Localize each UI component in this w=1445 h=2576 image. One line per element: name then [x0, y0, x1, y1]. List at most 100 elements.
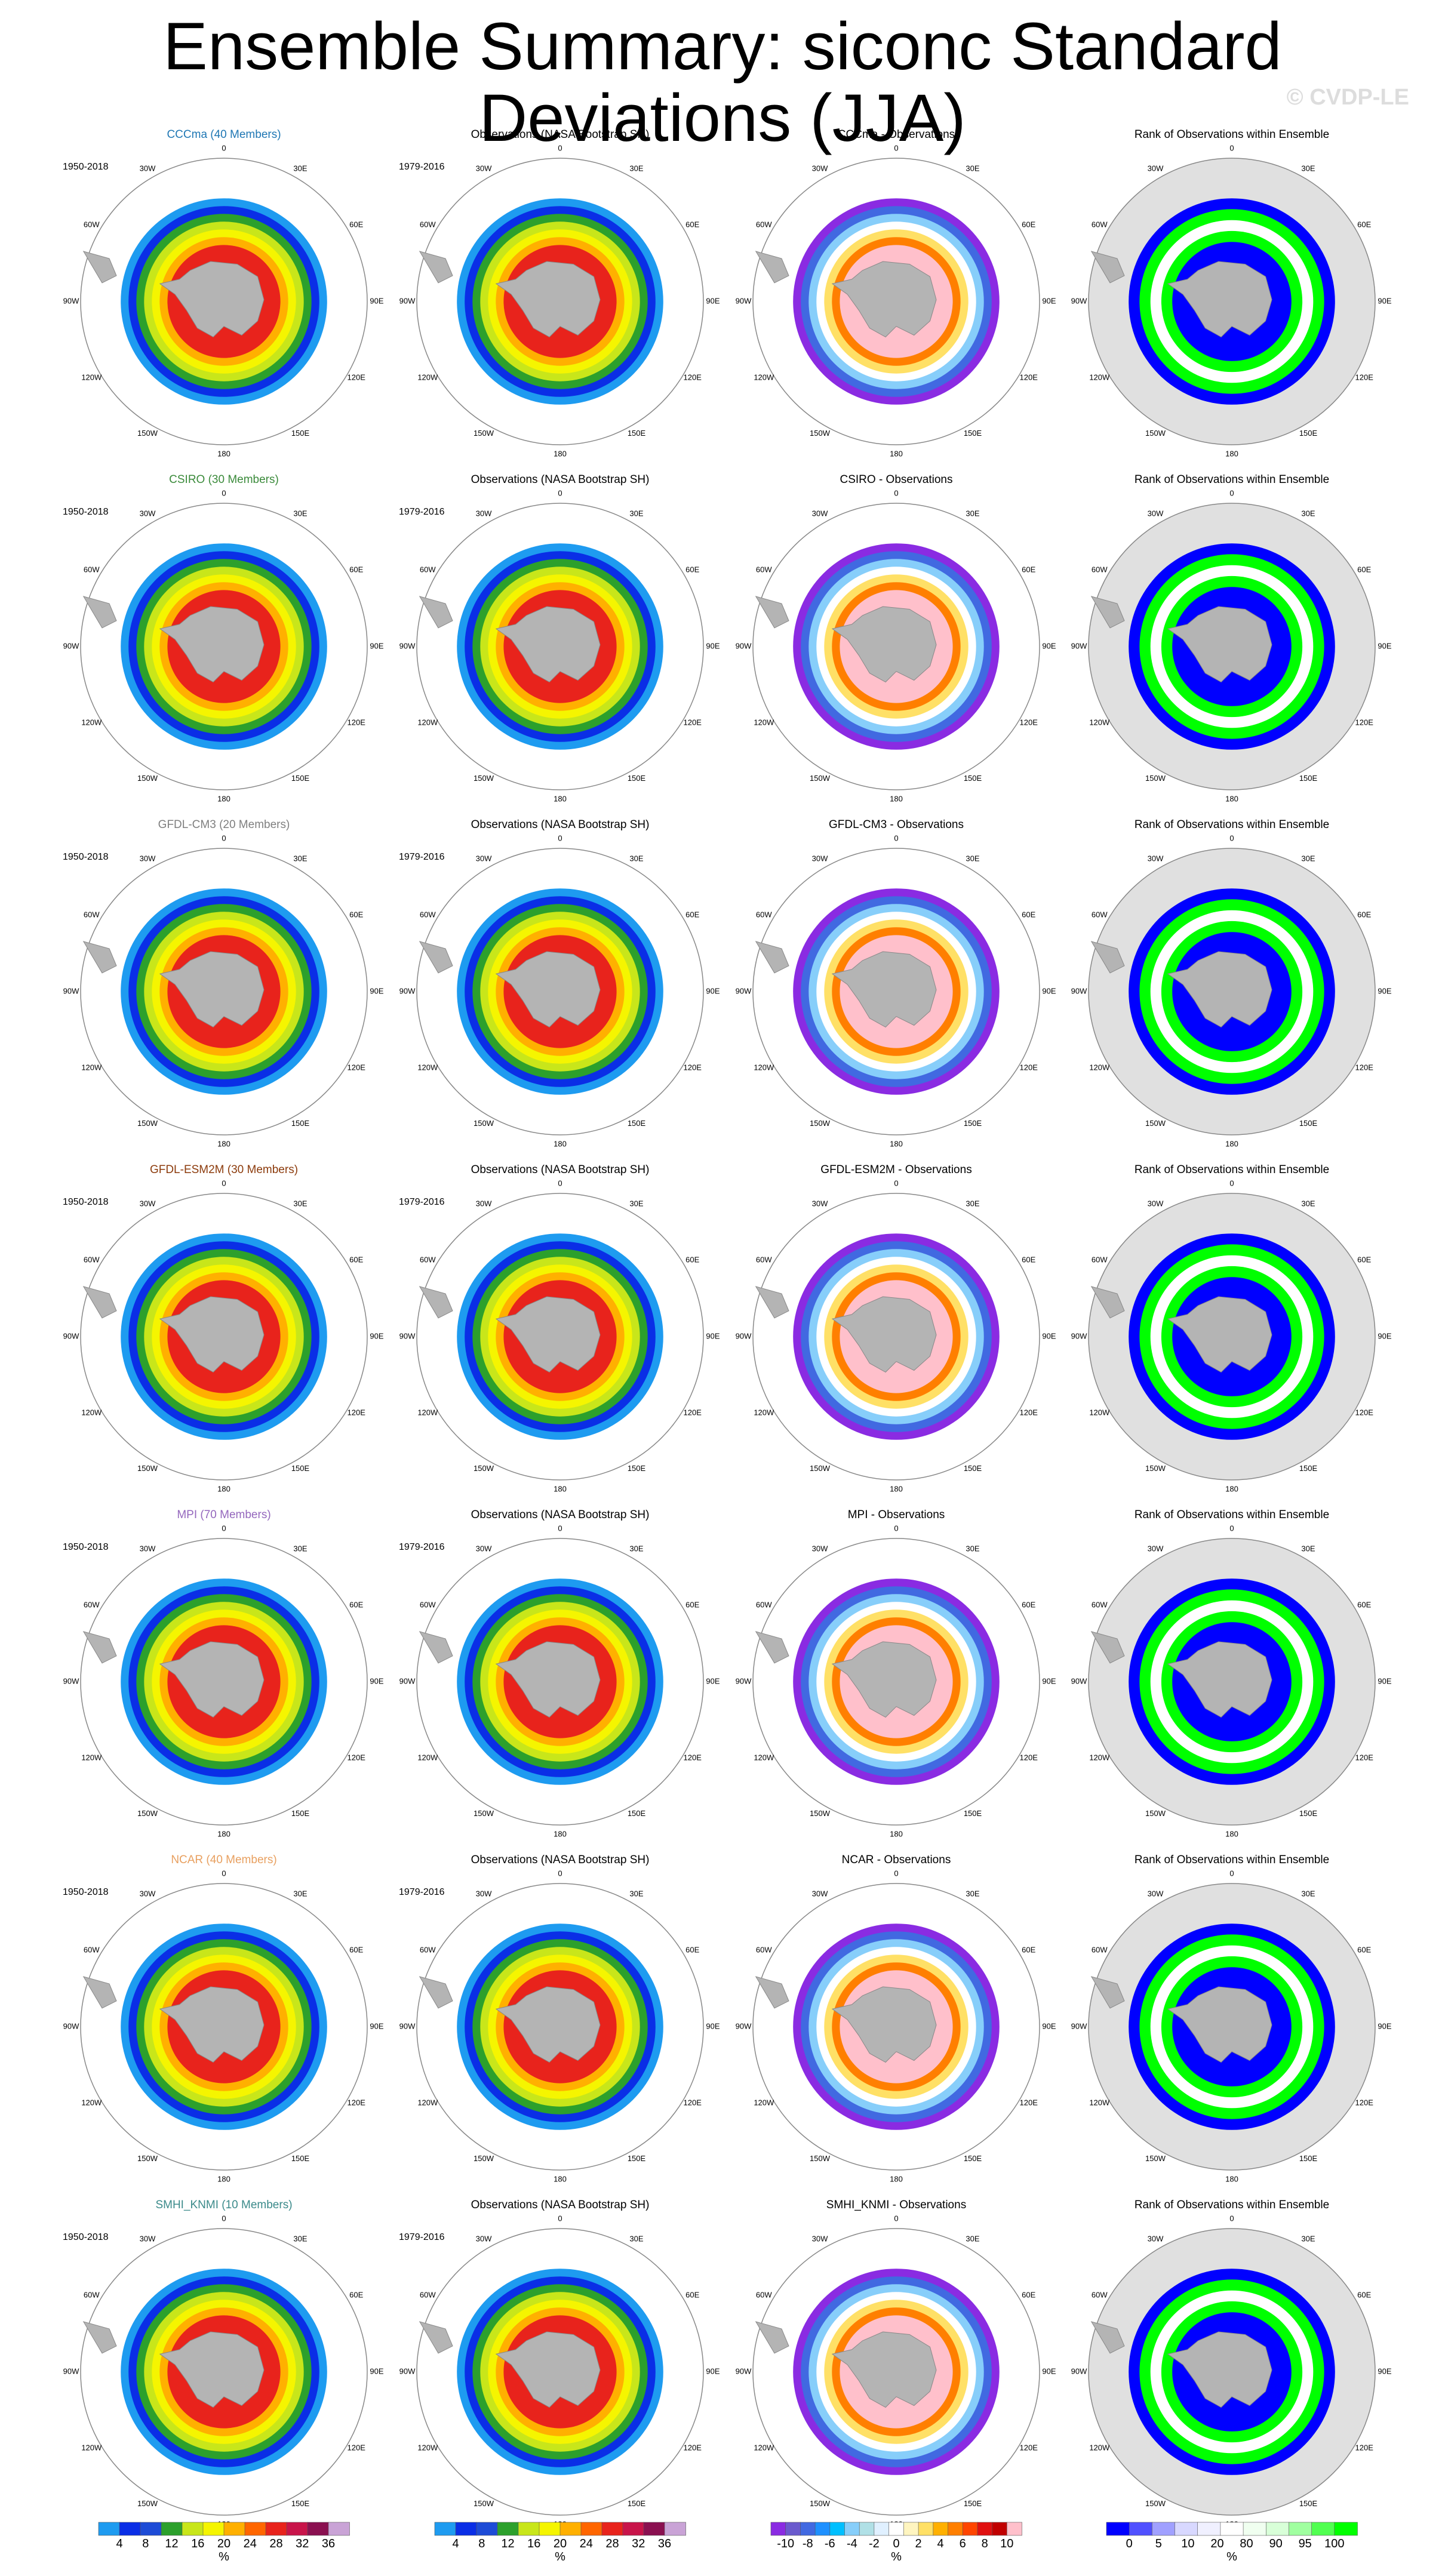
period-label: 1950-2018 — [63, 1197, 109, 1207]
colorbar-swatch — [539, 2522, 561, 2536]
longitude-label: 180 — [890, 449, 903, 458]
antarctica-landmass — [495, 261, 601, 338]
longitude-label: 150W — [810, 2499, 831, 2508]
longitude-label: 90E — [1378, 2366, 1391, 2375]
longitude-label: 60W — [420, 1945, 436, 1954]
colorbar-swatch — [455, 2522, 477, 2536]
longitude-label: 180 — [890, 794, 903, 803]
longitude-label: 120E — [1020, 2443, 1038, 2452]
colorbar-tick-label: 4 — [937, 2537, 944, 2550]
longitude-label: 120E — [684, 2098, 702, 2107]
longitude-label: 30E — [966, 1544, 979, 1553]
longitude-label: 150E — [291, 429, 310, 438]
longitude-label: 180 — [890, 2174, 903, 2183]
longitude-label: 60E — [1357, 565, 1371, 574]
antarctica-landmass — [159, 606, 265, 683]
colorbar-swatch — [497, 2522, 519, 2536]
polar-map-model: 0 30E 60E 90E 120E 150E 180 150W 120W 90W 60W 30W — [63, 833, 384, 1148]
colorbar-swatch — [182, 2522, 204, 2536]
longitude-label: 150W — [474, 429, 494, 438]
longitude-label: 30E — [293, 164, 307, 173]
longitude-label: 150E — [628, 2154, 646, 2163]
longitude-label: 30W — [812, 1544, 828, 1553]
longitude-label: 30E — [629, 509, 643, 518]
longitude-label: 90E — [1378, 296, 1391, 305]
longitude-label: 120W — [1089, 1408, 1110, 1417]
longitude-label: 60W — [420, 1600, 436, 1609]
longitude-label: 0 — [1229, 1178, 1234, 1187]
longitude-label: 150W — [137, 1464, 158, 1473]
colorbar-tick-label: -6 — [825, 2537, 835, 2550]
longitude-label: 150W — [810, 774, 831, 783]
longitude-label: 90W — [1071, 641, 1087, 650]
longitude-label: 30W — [476, 164, 492, 173]
south-america-landmass — [1090, 251, 1125, 284]
polar-map-rank: 0 30E 60E 90E 120E 150E 180 150W 120W 90W 60W 30W — [1071, 143, 1392, 458]
colorbar-swatch — [244, 2522, 266, 2536]
longitude-label: 30E — [1301, 2235, 1315, 2243]
colorbar-tick-label: 12 — [165, 2537, 178, 2550]
longitude-label: 90W — [399, 2021, 416, 2030]
longitude-label: 60E — [685, 2290, 699, 2299]
longitude-label: 150W — [1145, 1809, 1166, 1818]
colorbar-tick-label: 16 — [191, 2537, 204, 2550]
longitude-label: 0 — [1229, 833, 1234, 842]
colorbar: 4 8 12 16 20 24 28 32 36% — [98, 2522, 350, 2563]
longitude-label: 180 — [554, 2174, 567, 2183]
longitude-label: 90W — [399, 986, 416, 995]
south-america-landmass — [419, 1286, 453, 1319]
longitude-label: 30E — [629, 1199, 643, 1208]
longitude-label: 30E — [966, 509, 979, 518]
longitude-label: 90E — [370, 641, 383, 650]
longitude-label: 150W — [137, 774, 158, 783]
colorbar-tick-label: 8 — [982, 2537, 988, 2550]
longitude-label: 90E — [706, 1676, 720, 1685]
longitude-label: 60E — [349, 220, 363, 229]
longitude-label: 90W — [736, 1676, 752, 1685]
longitude-label: 90E — [1042, 1676, 1056, 1685]
longitude-label: 120E — [684, 2443, 702, 2452]
longitude-label: 0 — [222, 1178, 226, 1187]
longitude-label: 150E — [628, 774, 646, 783]
longitude-label: 120W — [754, 718, 774, 727]
colorbar-swatch — [559, 2522, 582, 2536]
longitude-label: 120E — [1020, 373, 1038, 381]
longitude-label: 120E — [348, 1753, 366, 1762]
colorbar-swatch — [962, 2522, 978, 2536]
longitude-label: 60E — [349, 565, 363, 574]
colorbar-tick-label: -8 — [803, 2537, 813, 2550]
longitude-label: 60E — [685, 1600, 699, 1609]
longitude-label: 120W — [81, 1063, 102, 1072]
colorbar-tick-label: 24 — [580, 2537, 593, 2550]
longitude-label: 90E — [1378, 1676, 1391, 1685]
longitude-label: 120W — [417, 718, 438, 727]
longitude-label: 150E — [964, 1809, 982, 1818]
longitude-label: 60E — [1357, 1945, 1371, 1954]
longitude-label: 120E — [1020, 1063, 1038, 1072]
colorbar-swatch — [1265, 2522, 1290, 2536]
colorbar-tick-label: -4 — [847, 2537, 857, 2550]
longitude-label: 150E — [628, 1464, 646, 1473]
longitude-label: 150E — [1299, 429, 1318, 438]
longitude-label: 60E — [1357, 1255, 1371, 1264]
longitude-label: 90W — [736, 2366, 752, 2375]
longitude-label: 0 — [558, 2214, 562, 2223]
antarctica-landmass — [1167, 261, 1272, 338]
longitude-label: 120W — [81, 2443, 102, 2452]
colorbar-swatch — [307, 2522, 329, 2536]
longitude-label: 150E — [291, 1119, 310, 1128]
longitude-label: 150W — [474, 1809, 494, 1818]
longitude-label: 180 — [217, 794, 230, 803]
colorbar-swatch — [933, 2522, 949, 2536]
colorbar-swatch — [977, 2522, 993, 2536]
colorbar-tick-label: 8 — [478, 2537, 485, 2550]
colorbar-swatch — [992, 2522, 1008, 2536]
longitude-label: 120E — [1355, 1408, 1374, 1417]
colorbar-tick-label: 5 — [1155, 2537, 1162, 2550]
